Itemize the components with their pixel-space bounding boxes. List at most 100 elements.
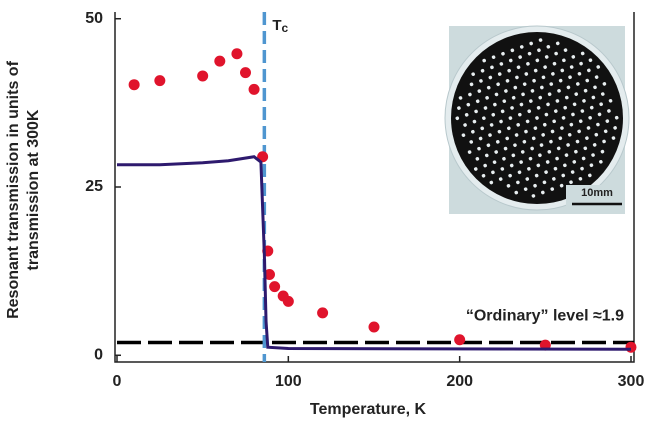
inset-hole: [580, 109, 585, 113]
inset-hole: [588, 58, 593, 63]
inset-hole: [502, 156, 506, 161]
inset-hole: [502, 99, 507, 103]
inset-hole: [600, 92, 605, 96]
inset-hole: [529, 41, 533, 46]
inset-hole: [552, 177, 556, 181]
inset-hole: [527, 109, 532, 114]
inset-hole: [571, 55, 576, 59]
inset-hole: [566, 85, 571, 90]
tc-label-main: T: [272, 17, 281, 34]
inset-hole: [498, 177, 503, 181]
inset-hole: [500, 167, 505, 171]
inset-hole: [491, 55, 496, 59]
inset-hole: [518, 112, 522, 117]
inset-hole: [594, 132, 599, 137]
inset-hole: [533, 126, 538, 130]
inset-hole: [469, 140, 474, 144]
inset-hole: [499, 119, 503, 124]
inset-hole: [505, 136, 509, 141]
inset-hole: [547, 92, 552, 97]
inset-hole: [474, 109, 478, 114]
inset-hole: [539, 143, 544, 147]
inset-hole: [608, 99, 613, 103]
inset-hole: [569, 180, 573, 185]
inset-hole: [565, 95, 569, 100]
inset-hole: [497, 72, 502, 76]
scatter-point: [154, 75, 166, 87]
scatter-point: [625, 341, 637, 353]
inset-holes: [455, 38, 619, 198]
inset-hole: [479, 79, 483, 83]
inset-hole: [599, 102, 603, 107]
inset-hole: [515, 75, 519, 80]
scatter-point: [269, 281, 281, 293]
inset-hole: [535, 58, 540, 63]
y-axis-label: transmission at 300K: [25, 109, 42, 270]
inset-hole: [572, 102, 577, 107]
inset-hole: [517, 170, 522, 175]
scatter-point: [128, 79, 140, 91]
inset-hole: [558, 136, 563, 141]
inset-hole: [455, 116, 460, 121]
tc-label: Tc: [272, 17, 288, 35]
inset-hole: [580, 166, 584, 171]
inset-hole: [583, 88, 588, 93]
inset-hole: [589, 105, 594, 110]
inset-hole: [538, 95, 543, 100]
inset-hole: [503, 146, 508, 151]
inset-hole: [514, 133, 519, 137]
inset-hole: [484, 153, 489, 158]
inset-hole: [469, 82, 474, 87]
inset-hole: [482, 58, 486, 63]
inset-hole: [497, 129, 502, 134]
inset-hole: [524, 129, 528, 134]
inset-hole: [554, 51, 558, 56]
inset-hole: [457, 106, 461, 110]
inset-hole: [471, 72, 475, 76]
inset-hole: [611, 136, 616, 140]
inset-hole: [538, 38, 543, 42]
x-tick-label: 200: [446, 373, 473, 390]
inset-hole: [577, 72, 582, 76]
inset-hole: [596, 65, 601, 69]
inset-hole: [578, 177, 583, 181]
inset-hole: [492, 160, 497, 164]
inset-hole: [579, 61, 583, 66]
inset-hole: [477, 89, 482, 93]
inset-hole: [556, 146, 561, 151]
inset-hole: [486, 143, 491, 148]
inset-hole: [593, 85, 597, 90]
inset-hole: [463, 123, 467, 127]
inset-hole: [561, 116, 566, 120]
inset-hole: [555, 156, 559, 161]
inset-hole: [586, 126, 591, 130]
inset-hole: [541, 133, 545, 137]
inset-hole: [578, 119, 583, 124]
scatter-point: [368, 321, 380, 333]
inset-hole: [544, 55, 549, 59]
inset-hole: [546, 45, 551, 49]
inset-hole: [576, 82, 580, 86]
inset-hole: [591, 95, 596, 100]
inset-hole: [549, 139, 553, 144]
inset-hole: [508, 116, 513, 120]
inset-hole: [553, 109, 558, 113]
inset-hole: [513, 85, 518, 90]
inset-hole: [522, 139, 527, 144]
inset-hole: [566, 143, 570, 147]
inset-hole: [482, 116, 486, 120]
inset-hole: [500, 109, 505, 114]
inset-hole: [545, 160, 550, 164]
inset-hole: [575, 139, 580, 144]
inset-hole: [464, 113, 469, 117]
inset-hole: [574, 149, 578, 154]
inset-hole: [550, 187, 555, 191]
inset-hole: [481, 173, 486, 178]
inset-hole: [505, 79, 510, 83]
inset-hole: [572, 160, 577, 164]
inset-hole: [516, 65, 521, 70]
inset-hole: [532, 78, 536, 83]
inset-hole: [513, 143, 517, 147]
scatter-point: [214, 55, 226, 67]
